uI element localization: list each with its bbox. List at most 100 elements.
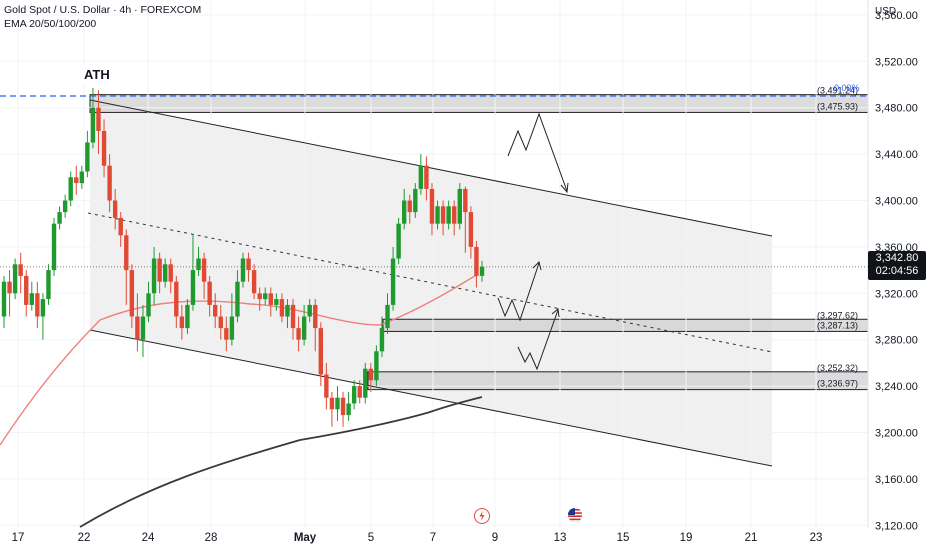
y-tick-label: 3,240.00	[875, 381, 918, 393]
x-tick-label: 23	[810, 532, 823, 544]
candle-body	[68, 177, 73, 201]
candle-body	[35, 293, 40, 317]
candle-body	[96, 107, 101, 131]
candle-body	[251, 270, 257, 294]
candle-body	[274, 299, 279, 305]
candle-body	[240, 258, 246, 282]
y-tick-label: 3,320.00	[875, 288, 918, 300]
support-resistance-zone	[382, 318, 869, 332]
candle-body	[468, 212, 474, 247]
candle-body	[379, 328, 385, 352]
candle-body	[179, 316, 185, 329]
indicator-label[interactable]: EMA 20/50/100/200	[4, 18, 97, 30]
candle-body	[424, 165, 429, 189]
candle-body	[401, 200, 407, 224]
channel-mid-line	[87, 212, 773, 353]
candle-body	[301, 316, 307, 340]
candle-body	[118, 217, 123, 236]
symbol-title[interactable]: Gold Spot / U.S. Dollar · 4h · FOREXCOM	[4, 4, 202, 16]
y-tick-label: 3,480.00	[875, 103, 918, 115]
zone-bottom-label: (3,236.97)	[817, 379, 858, 389]
us-flag-event-icon[interactable]	[568, 508, 582, 522]
x-tick-label: 17	[12, 532, 25, 544]
candle-body	[246, 258, 251, 271]
projection-path-low	[517, 309, 559, 371]
candle-body	[29, 293, 34, 305]
channel-upper-line	[89, 99, 773, 237]
projection-arrowhead	[551, 308, 560, 318]
candle-body	[257, 293, 262, 300]
candle-body	[224, 328, 229, 340]
x-tick-label: 24	[142, 532, 155, 544]
candle-body	[446, 206, 451, 224]
candle-body	[218, 316, 223, 329]
candle-body	[185, 304, 190, 329]
zone-top-label: (3,297.62)	[817, 310, 858, 320]
candle-body	[196, 258, 201, 271]
candle-body	[107, 165, 112, 201]
candle-body	[79, 171, 85, 184]
candle-body	[24, 275, 29, 305]
candle-body	[7, 281, 12, 294]
candle-body	[357, 386, 362, 398]
candle-body	[85, 142, 90, 172]
candle-body	[263, 293, 268, 300]
candle-body	[40, 299, 46, 317]
zone-bottom-label: (3,287.13)	[817, 320, 858, 330]
candle-body	[429, 188, 435, 224]
candle-body	[101, 130, 107, 166]
x-tick-label: 7	[430, 532, 436, 544]
candle-body	[51, 223, 57, 271]
channel-lower-line	[89, 329, 773, 467]
candle-body	[324, 374, 329, 398]
candle-body	[46, 270, 51, 300]
candle-body	[440, 206, 446, 224]
x-tick-label: 5	[368, 532, 374, 544]
candle-body	[396, 223, 401, 259]
y-tick-label: 3,360.00	[875, 242, 918, 254]
candle-body	[229, 316, 235, 340]
candle-body	[390, 258, 396, 305]
x-tick-label: May	[294, 532, 317, 544]
zone-top-label: (3,491.24)	[817, 86, 858, 96]
y-tick-label: 3,160.00	[875, 474, 918, 486]
candle-body	[235, 281, 240, 317]
candle-body	[62, 200, 68, 213]
candle-body	[474, 246, 479, 276]
candle-body	[190, 270, 196, 305]
zone-top-label: (3,252.32)	[817, 363, 858, 373]
candle-body	[418, 165, 424, 189]
countdown-timer: 02:04:56	[875, 265, 919, 277]
candle-body	[368, 368, 374, 381]
candle-body	[479, 266, 485, 276]
ema-long-line	[79, 396, 483, 528]
projection-arrowhead	[532, 261, 542, 271]
currency-label[interactable]: USD	[875, 6, 897, 17]
projection-path-bounce	[497, 262, 540, 322]
candle-body	[135, 316, 140, 340]
x-tick-label: 28	[205, 532, 218, 544]
y-tick-label: 3,440.00	[875, 149, 918, 161]
candle-body	[363, 368, 368, 398]
fib-level-label: 0.00%	[834, 83, 860, 93]
candle-body	[151, 258, 157, 294]
candle-body	[385, 304, 390, 329]
y-tick-label: 3,200.00	[875, 428, 918, 440]
candle-body	[213, 304, 218, 317]
x-tick-label: 15	[617, 532, 630, 544]
x-tick-label: 13	[554, 532, 567, 544]
candle-body	[452, 206, 457, 224]
candle-body	[140, 316, 146, 340]
candle-body	[285, 304, 290, 317]
candle-body	[157, 258, 162, 282]
y-tick-label: 3,280.00	[875, 335, 918, 347]
candle-body	[201, 258, 207, 282]
earnings-event-icon[interactable]	[474, 508, 490, 524]
zone-bottom-label: (3,475.93)	[817, 101, 858, 111]
y-tick-label: 3,400.00	[875, 196, 918, 208]
candle-body	[318, 328, 324, 375]
candle-body	[463, 188, 468, 213]
candle-body	[374, 351, 379, 381]
candle-body	[313, 304, 318, 329]
